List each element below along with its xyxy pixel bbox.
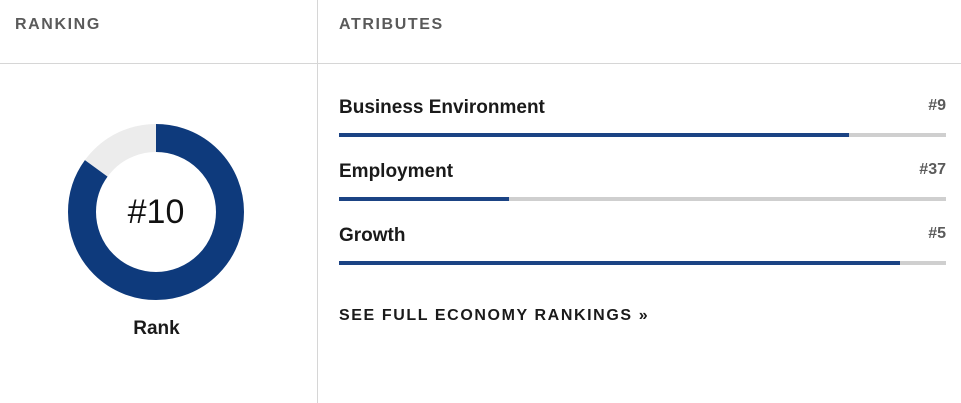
rank-donut-fill: [68, 124, 244, 300]
attribute-row: Growth #5: [339, 225, 946, 269]
attribute-bar-fill: [339, 133, 849, 137]
attribute-bar-track: [339, 197, 946, 201]
attribute-bar-track: [339, 133, 946, 137]
attribute-row: Business Environment #9: [339, 97, 946, 141]
attribute-name: Employment: [339, 161, 454, 182]
ranking-column: RANKING #10 Rank: [0, 0, 317, 403]
column-divider: [317, 0, 318, 403]
attribute-rank: #9: [928, 97, 946, 114]
attribute-row: Employment #37: [339, 161, 946, 205]
attribute-bar-track: [339, 261, 946, 265]
see-full-rankings-link[interactable]: SEE FULL ECONOMY RANKINGS »: [339, 307, 650, 324]
rank-label: Rank: [133, 318, 180, 339]
attribute-rank: #37: [919, 161, 946, 178]
attribute-bar-fill: [339, 261, 901, 265]
rank-value: #10: [127, 192, 185, 231]
attributes-column: ATRIBUTES Business Environment #9 Employ…: [318, 0, 961, 403]
rank-donut: #10: [68, 124, 244, 300]
header-divider: [0, 63, 961, 64]
attribute-name: Business Environment: [339, 97, 545, 118]
rank-donut-chart: [68, 124, 244, 300]
attributes-header: ATRIBUTES: [339, 16, 444, 33]
ranking-header: RANKING: [15, 16, 101, 33]
attribute-rank: #5: [928, 225, 946, 242]
attribute-name: Growth: [339, 225, 406, 246]
attribute-bar-fill: [339, 197, 509, 201]
